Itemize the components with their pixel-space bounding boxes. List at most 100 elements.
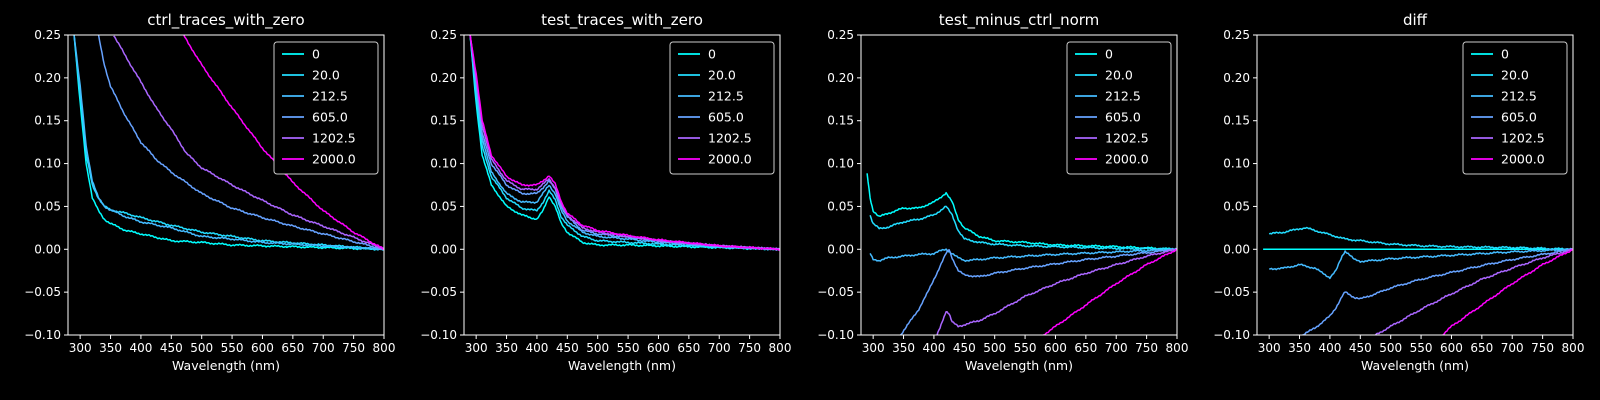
x-tick-label: 550 [1014, 341, 1037, 355]
x-tick-label: 700 [1105, 341, 1128, 355]
x-tick-label: 450 [1349, 341, 1372, 355]
y-tick-label: −0.05 [817, 285, 854, 299]
y-tick-label: 0.10 [34, 157, 61, 171]
y-tick-label: −0.05 [420, 285, 457, 299]
x-tick-label: 800 [1562, 341, 1585, 355]
series-line-1202.5 [1374, 248, 1573, 335]
x-axis-label: Wavelength (nm) [568, 358, 676, 373]
y-tick-label: 0.25 [34, 28, 61, 42]
y-tick-label: 0.25 [430, 28, 457, 42]
y-tick-label: 0.25 [827, 28, 854, 42]
y-tick-label: −0.05 [24, 285, 61, 299]
legend: 0 20.0 212.5 605.0 1202.5 2000.0 [1462, 41, 1568, 175]
series-lines [1263, 226, 1573, 335]
x-tick-label: 450 [556, 341, 579, 355]
plot-frame [860, 34, 1178, 336]
x-tick-label: 450 [160, 341, 183, 355]
y-tick-label: 0.10 [827, 157, 854, 171]
x-tick-label: 500 [190, 341, 213, 355]
series-line-0 [73, 35, 384, 251]
series-line-20.0 [869, 205, 1177, 251]
x-tick-label: 650 [677, 341, 700, 355]
x-tick-label: 500 [983, 341, 1006, 355]
legend-label: 605.0 [708, 110, 744, 125]
x-tick-label: 750 [342, 341, 365, 355]
legend-label: 2000.0 [1501, 152, 1545, 167]
legend-label: 1202.5 [312, 131, 356, 146]
legend: 0 20.0 212.5 605.0 1202.5 2000.0 [273, 41, 379, 175]
legend-label: 212.5 [708, 89, 744, 104]
legend-label: 1202.5 [708, 131, 752, 146]
legend-label: 2000.0 [312, 152, 356, 167]
x-tick-label: 600 [647, 341, 670, 355]
x-tick-label: 650 [1470, 341, 1493, 355]
x-tick-label: 300 [1258, 341, 1281, 355]
chart-panel-3: test_minus_ctrl_norm Wavelength (nm) 300… [817, 11, 1188, 373]
x-tick-label: 500 [1379, 341, 1402, 355]
y-tick-label: 0.00 [34, 242, 61, 256]
legend-label: 2000.0 [1105, 152, 1149, 167]
plot-frame [1256, 34, 1574, 336]
x-tick-label: 450 [953, 341, 976, 355]
x-axis-label: Wavelength (nm) [172, 358, 280, 373]
legend-label: 605.0 [312, 110, 348, 125]
x-axis-label: Wavelength (nm) [965, 358, 1073, 373]
x-tick-label: 550 [1410, 341, 1433, 355]
x-tick-label: 800 [769, 341, 792, 355]
x-tick-label: 350 [1288, 341, 1311, 355]
series-line-1202.5 [936, 248, 1177, 335]
x-tick-label: 700 [708, 341, 731, 355]
y-tick-label: 0.15 [430, 114, 457, 128]
x-tick-label: 800 [1166, 341, 1189, 355]
x-tick-label: 300 [69, 341, 92, 355]
y-tick-label: 0.05 [1223, 199, 1250, 213]
y-tick-label: 0.20 [827, 71, 854, 85]
y-tick-label: 0.00 [1223, 242, 1250, 256]
y-tick-label: −0.10 [817, 328, 854, 342]
series-lines [469, 35, 780, 251]
series-line-2000.0 [1043, 248, 1177, 335]
legend-label: 1202.5 [1501, 131, 1545, 146]
y-tick-label: 0.05 [34, 199, 61, 213]
y-tick-label: 0.05 [430, 199, 457, 213]
x-tick-label: 500 [586, 341, 609, 355]
legend-label: 0 [312, 47, 320, 62]
plot-frame [463, 34, 781, 336]
x-tick-label: 350 [495, 341, 518, 355]
x-tick-label: 750 [1135, 341, 1158, 355]
legend-label: 1202.5 [1105, 131, 1149, 146]
series-line-20.0 [1268, 226, 1573, 251]
y-tick-label: 0.05 [827, 199, 854, 213]
legend-label: 212.5 [1105, 89, 1141, 104]
x-tick-label: 550 [617, 341, 640, 355]
chart-panel-1: ctrl_traces_with_zero Wavelength (nm) 30… [24, 11, 395, 373]
legend-label: 20.0 [1501, 68, 1529, 83]
x-tick-label: 600 [1440, 341, 1463, 355]
legend-label: 212.5 [1501, 89, 1537, 104]
x-tick-label: 400 [922, 341, 945, 355]
chart-title: test_minus_ctrl_norm [939, 11, 1100, 30]
series-line-0 [866, 173, 1177, 251]
legend-label: 0 [1105, 47, 1113, 62]
series-line-2000.0 [469, 35, 780, 251]
legend-label: 2000.0 [708, 152, 752, 167]
legend-label: 605.0 [1105, 110, 1141, 125]
x-tick-label: 350 [892, 341, 915, 355]
series-lines [866, 173, 1177, 335]
series-line-212.5 [73, 35, 384, 251]
x-tick-label: 750 [738, 341, 761, 355]
x-tick-label: 800 [373, 341, 396, 355]
x-tick-label: 350 [99, 341, 122, 355]
y-tick-label: 0.10 [1223, 157, 1250, 171]
x-tick-label: 700 [1501, 341, 1524, 355]
series-line-1202.5 [113, 35, 384, 251]
x-tick-label: 300 [465, 341, 488, 355]
plot-frame [67, 34, 385, 336]
x-tick-label: 300 [862, 341, 885, 355]
x-tick-label: 600 [1044, 341, 1067, 355]
legend-label: 20.0 [1105, 68, 1133, 83]
x-tick-label: 550 [221, 341, 244, 355]
series-line-212.5 [869, 247, 1177, 263]
x-tick-label: 400 [1318, 341, 1341, 355]
